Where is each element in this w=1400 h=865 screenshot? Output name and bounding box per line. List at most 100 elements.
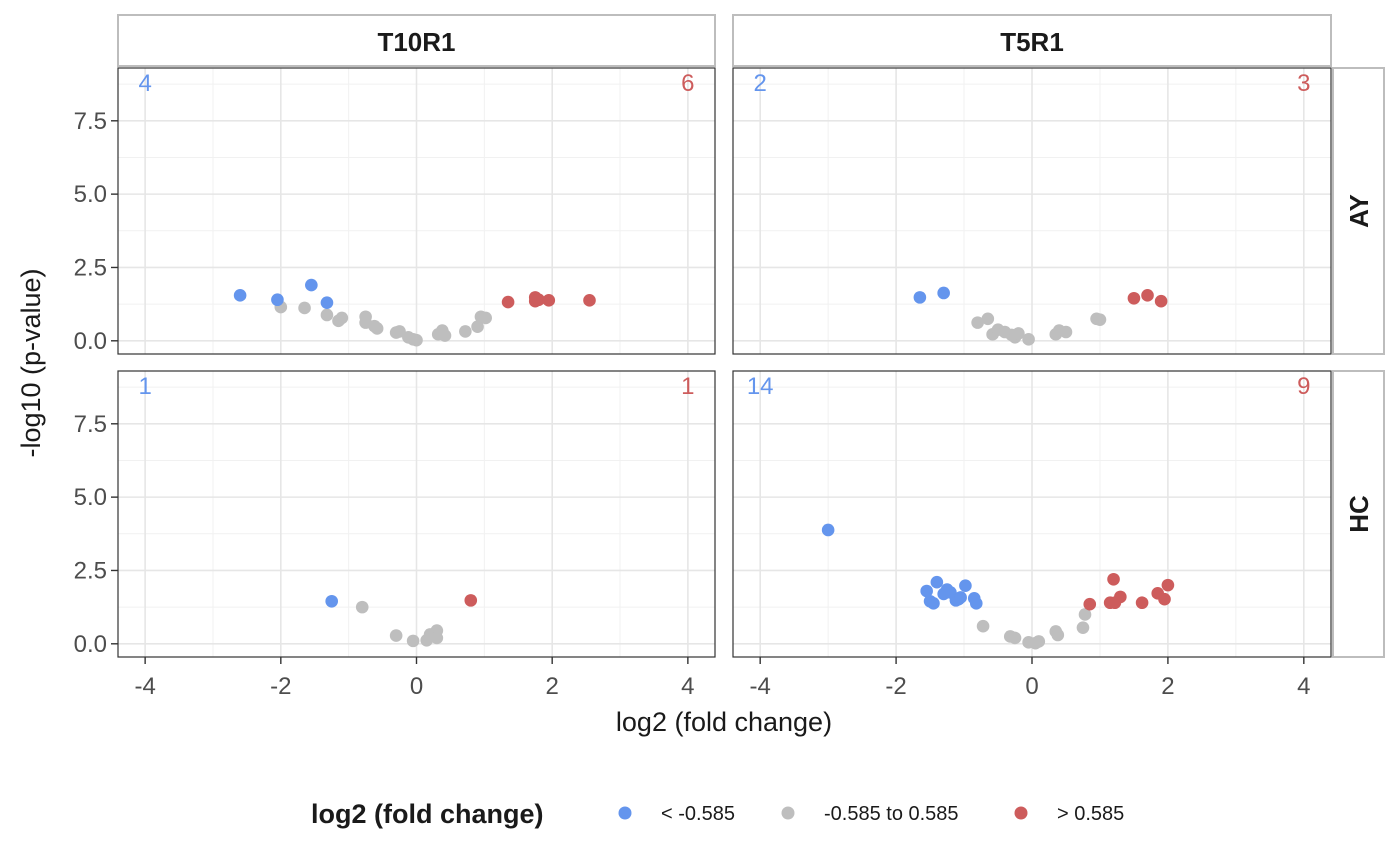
x-tick-label: 2	[1161, 673, 1174, 700]
x-tick-label: -4	[134, 673, 155, 700]
count-label-up-t10r1-hc: 1	[681, 373, 694, 400]
data-point-down	[271, 293, 284, 307]
x-axis-title: log2 (fold change)	[616, 707, 832, 737]
data-point-neutral	[406, 634, 420, 648]
facet-strip-hc	[1332, 370, 1385, 658]
data-point-neutral	[335, 311, 349, 325]
frame-layer: T10R1 T5R1 AY HC	[111, 14, 1385, 664]
facet-strip-label-t5r1: T5R1	[1000, 27, 1064, 57]
legend: log2 (fold change) < -0.585 -0.585 to 0.…	[311, 799, 1124, 829]
count-label-up-t5r1-ay: 3	[1297, 70, 1310, 97]
data-point-down	[954, 591, 967, 604]
x-tick-label: 4	[681, 673, 694, 700]
y-tick-label: 5.0	[74, 484, 107, 511]
data-point-neutral	[389, 629, 403, 642]
data-point-up	[1127, 291, 1141, 305]
data-point-neutral	[298, 301, 311, 315]
data-point-neutral	[471, 320, 484, 334]
labels-layer: 4 6 2 3 1 1 14 9 0.0 2.5 5.0 7.5 0.0 2.5 5.0 7.5 -4 -2 0 2 4…	[74, 70, 1311, 700]
count-label-down-t5r1-hc: 14	[747, 373, 774, 400]
y-tick-label: 0.0	[74, 631, 107, 658]
legend-title: log2 (fold change)	[311, 799, 544, 829]
data-point-neutral	[1051, 628, 1065, 642]
data-point-up	[1107, 572, 1120, 586]
data-point-up	[1083, 597, 1097, 611]
data-point-neutral	[370, 322, 384, 335]
y-tick-label: 2.5	[74, 254, 107, 281]
legend-label-up: > 0.585	[1057, 803, 1124, 825]
data-point-down	[821, 523, 835, 537]
data-point-down	[325, 594, 338, 608]
count-label-down-t10r1-ay: 4	[138, 70, 151, 97]
grid-layer	[118, 68, 1331, 657]
facet-strip-ay	[1332, 67, 1385, 355]
y-tick-label: 2.5	[74, 557, 107, 584]
data-point-neutral	[1078, 608, 1092, 621]
facet-strip-t10r1	[117, 14, 716, 67]
data-point-neutral	[438, 329, 452, 342]
data-point-up	[1135, 596, 1149, 610]
y-tick-label: 7.5	[74, 411, 107, 438]
legend-key-neutral	[781, 806, 795, 820]
data-point-neutral	[1012, 327, 1025, 340]
x-tick-label: 2	[546, 673, 559, 700]
y-tick-label: 7.5	[74, 108, 107, 135]
data-point-neutral	[430, 631, 444, 645]
x-tick-label: -2	[885, 673, 906, 700]
data-point-neutral	[320, 308, 334, 322]
data-point-neutral	[1022, 333, 1035, 346]
panel-border-t10r1-ay	[117, 67, 716, 355]
count-label-down-t10r1-hc: 1	[138, 373, 151, 400]
y-tick-label: 0.0	[74, 328, 107, 355]
data-point-neutral	[1032, 635, 1046, 648]
data-point-neutral	[976, 619, 990, 633]
data-point-down	[930, 575, 944, 589]
data-point-neutral	[1008, 631, 1022, 645]
x-tick-label: 4	[1297, 673, 1310, 700]
data-point-neutral	[410, 333, 423, 347]
data-point-up	[1114, 590, 1127, 604]
legend-key-down	[618, 806, 632, 820]
y-axis-title: -log10 (p-value)	[16, 268, 46, 457]
data-point-neutral	[355, 600, 369, 614]
data-point-down	[233, 289, 247, 302]
data-point-down	[320, 296, 334, 309]
data-point-neutral	[1093, 313, 1107, 326]
data-point-up	[1158, 592, 1171, 606]
data-point-neutral	[981, 312, 995, 326]
x-tick-label: 0	[1025, 673, 1038, 700]
data-point-neutral	[459, 325, 472, 338]
count-label-up-t5r1-hc: 9	[1297, 373, 1310, 400]
facet-strip-label-ay: AY	[1344, 194, 1374, 228]
data-point-down	[927, 597, 940, 610]
count-label-down-t5r1-ay: 2	[754, 70, 767, 97]
legend-key-up	[1014, 806, 1028, 820]
y-tick-label: 5.0	[74, 181, 107, 208]
facet-strip-label-t10r1: T10R1	[377, 27, 455, 57]
data-point-up	[501, 295, 515, 309]
x-tick-label: -4	[750, 673, 771, 700]
data-point-neutral	[1059, 325, 1073, 339]
data-point-up	[542, 294, 556, 307]
data-point-neutral	[359, 310, 372, 324]
data-point-up	[583, 294, 596, 307]
data-point-up	[1154, 294, 1168, 308]
data-point-neutral	[971, 316, 984, 329]
data-point-up	[1141, 289, 1154, 302]
legend-label-neutral: -0.585 to 0.585	[824, 803, 959, 825]
data-point-down	[305, 278, 318, 292]
data-point-down	[920, 584, 933, 598]
data-point-up	[1161, 578, 1175, 592]
data-point-down	[959, 579, 972, 593]
x-tick-label: 0	[410, 673, 423, 700]
facet-strip-t5r1	[732, 14, 1332, 67]
points-layer	[233, 278, 1175, 650]
legend-label-down: < -0.585	[661, 803, 735, 825]
panel-border-t5r1-ay	[732, 67, 1332, 355]
count-label-up-t10r1-ay: 6	[681, 70, 694, 97]
data-point-up	[464, 594, 478, 607]
data-point-neutral	[1076, 621, 1090, 634]
data-point-down	[937, 286, 950, 300]
x-tick-label: -2	[270, 673, 291, 700]
